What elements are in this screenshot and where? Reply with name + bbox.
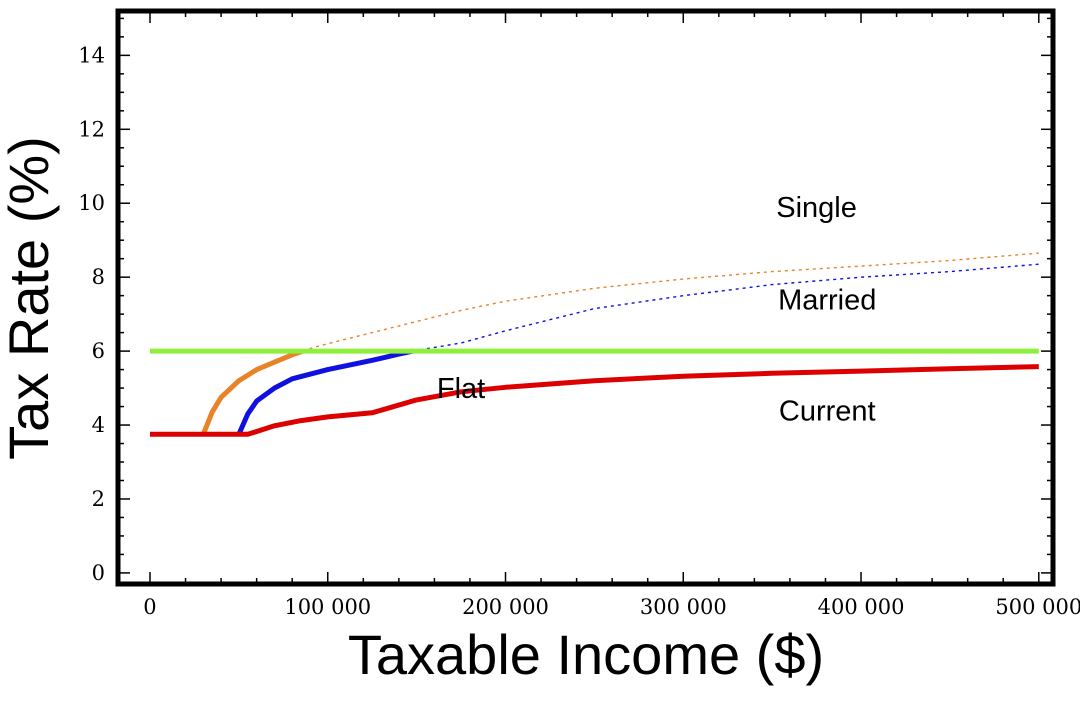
x-tick-label: 0	[143, 595, 156, 619]
series-line-married-solid	[236, 348, 414, 436]
x-tick-label: 100 000	[284, 595, 371, 619]
series-annotation-current: Current	[779, 395, 876, 427]
series-layer	[150, 252, 1039, 437]
y-tick-label: 8	[92, 265, 105, 289]
y-tick-label: 0	[92, 561, 105, 585]
plot-frame	[115, 8, 1056, 587]
series-annotation-flat: Flat	[437, 373, 485, 405]
x-tick-label: 300 000	[640, 595, 727, 619]
ticks-layer	[118, 11, 1053, 584]
series-line-married-dotted	[412, 263, 1039, 352]
y-tick-label: 6	[92, 339, 105, 363]
series-line-current	[150, 364, 1039, 437]
y-tick-label: 14	[78, 43, 105, 67]
series-annotation-married: Married	[778, 284, 876, 316]
y-tick-label: 12	[78, 117, 105, 141]
y-axis-label: Tax Rate (%)	[0, 136, 60, 460]
x-tick-label: 500 000	[995, 595, 1080, 619]
x-axis-label: Taxable Income ($)	[348, 623, 824, 686]
x-tick-label: 400 000	[818, 595, 905, 619]
series-annotation-single: Single	[776, 192, 857, 224]
y-tick-label: 2	[92, 487, 105, 511]
series-line-single-solid	[200, 348, 304, 436]
y-tick-label: 10	[78, 191, 105, 215]
y-tick-label: 4	[92, 413, 105, 437]
labels-layer: 0 2 4 6 8 10 12 14 0 100 000 200 000 300 000 400 000…	[78, 43, 1080, 619]
x-tick-label: 200 000	[462, 595, 549, 619]
